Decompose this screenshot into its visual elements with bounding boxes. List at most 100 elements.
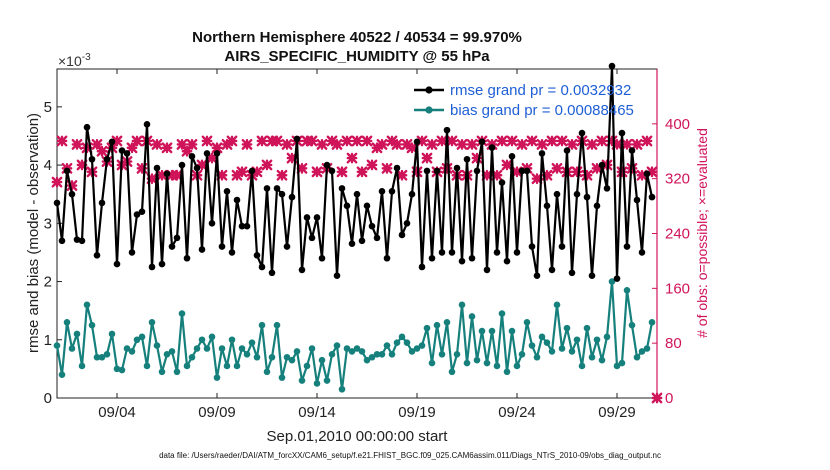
bias-data-point [208,333,216,341]
rmse-data-point [438,249,446,256]
obs-count-marker [56,135,68,147]
rmse-data-point [518,167,526,175]
rmse-data-point [308,234,316,242]
bias-data-point [463,359,471,367]
rmse-data-point [343,202,351,210]
bias-data-point [613,362,621,370]
rmse-data-point [198,246,206,253]
bias-data-point [393,339,401,346]
right-y-tick-label: 160 [665,280,690,297]
bias-data-point [423,324,431,332]
left-y-axis-label: rmse and bias (model - observation) [25,113,42,353]
rmse-data-point [348,240,356,247]
bias-data-point [303,362,311,370]
bias-data-point [68,345,76,352]
rmse-data-point [158,260,166,268]
bias-data-point [143,362,151,370]
legend-bias-marker [425,106,433,114]
bias-data-point [123,345,131,352]
bias-data-point [633,353,641,361]
bias-data-point [218,345,226,352]
right-y-tick-label: 320 [665,171,690,188]
rmse-data-point [553,190,561,198]
bias-data-point [418,342,426,349]
bias-data-point [588,353,596,361]
rmse-data-point [528,243,536,250]
bias-data-point [413,345,421,352]
rmse-data-point [418,263,426,271]
bias-data-point [88,321,96,329]
obs-count-marker [406,142,418,154]
x-tick-label: 09/24 [498,404,536,421]
rmse-data-point [618,129,626,137]
obs-count-marker [71,138,83,150]
left-y-tick-label: 3 [44,215,52,232]
bias-data-point [223,362,231,370]
obs-count-marker [51,176,63,188]
rmse-data-point [428,254,436,262]
obs-count-marker [311,166,323,178]
rmse-data-point [623,243,631,250]
bias-data-point [493,362,501,370]
bias-data-point [318,356,326,364]
rmse-data-point [643,170,651,178]
legend-rmse-marker [425,86,433,94]
bias-data-point [548,348,556,355]
bias-data-point [448,368,456,376]
rmse-data-point [363,202,371,210]
rmse-data-point [458,257,466,265]
rmse-data-point [243,222,251,230]
bias-data-point [543,339,551,346]
bias-data-point [228,336,236,344]
rmse-data-point [543,202,551,210]
legend: rmse grand pr = 0.0032932 bias grand pr … [414,82,634,119]
bias-data-point [248,339,256,346]
bias-data-point [628,321,636,329]
rmse-data-point [313,214,321,221]
bias-data-point [158,368,166,376]
bias-data-point [328,351,336,358]
x-tick-label: 09/19 [398,404,436,421]
bias-data-point [568,348,576,355]
rmse-data-point [513,249,521,256]
chart-title: Northern Hemisphere 40522 / 40534 = 99.9… [192,29,522,46]
obs-count-marker [241,138,253,150]
obs-count-marker [271,135,283,147]
rmse-data-point [78,237,86,245]
bias-data-point [383,342,391,349]
rmse-data-point [303,214,311,221]
rmse-data-point [563,147,571,154]
bias-data-point [353,345,361,352]
obs-count-marker [331,138,343,150]
right-y-tick-label: 400 [665,116,690,133]
bias-data-point [258,321,266,329]
bias-data-point [623,286,631,294]
rmse-data-point [268,269,276,277]
rmse-data-point [378,187,386,195]
obs-count-marker [151,138,163,150]
bias-data-point [118,366,126,374]
rmse-data-point [123,150,131,157]
rmse-data-point [318,254,326,262]
obs-count-marker [621,138,633,150]
obs-count-marker [641,135,653,147]
rmse-data-point [478,138,486,146]
obs-count-marker [176,138,188,150]
rmse-data-point [143,121,151,128]
bias-data-point [193,345,201,352]
rmse-data-point [638,249,646,256]
bias-data-point [508,327,516,335]
x-tick-label: 09/29 [598,404,636,421]
obs-count-marker [511,166,523,178]
rmse-data-point [248,167,256,175]
obs-count-marker [411,166,423,178]
bias-data-point [133,336,141,344]
rmse-data-point [278,190,286,198]
bias-data-point [438,351,446,358]
obs-count-marker [416,135,428,147]
bias-data-point [528,342,536,349]
bias-data-point [478,327,486,335]
rmse-data-point [333,272,341,280]
rmse-data-point [648,193,656,201]
obs-count-marker [251,166,263,178]
